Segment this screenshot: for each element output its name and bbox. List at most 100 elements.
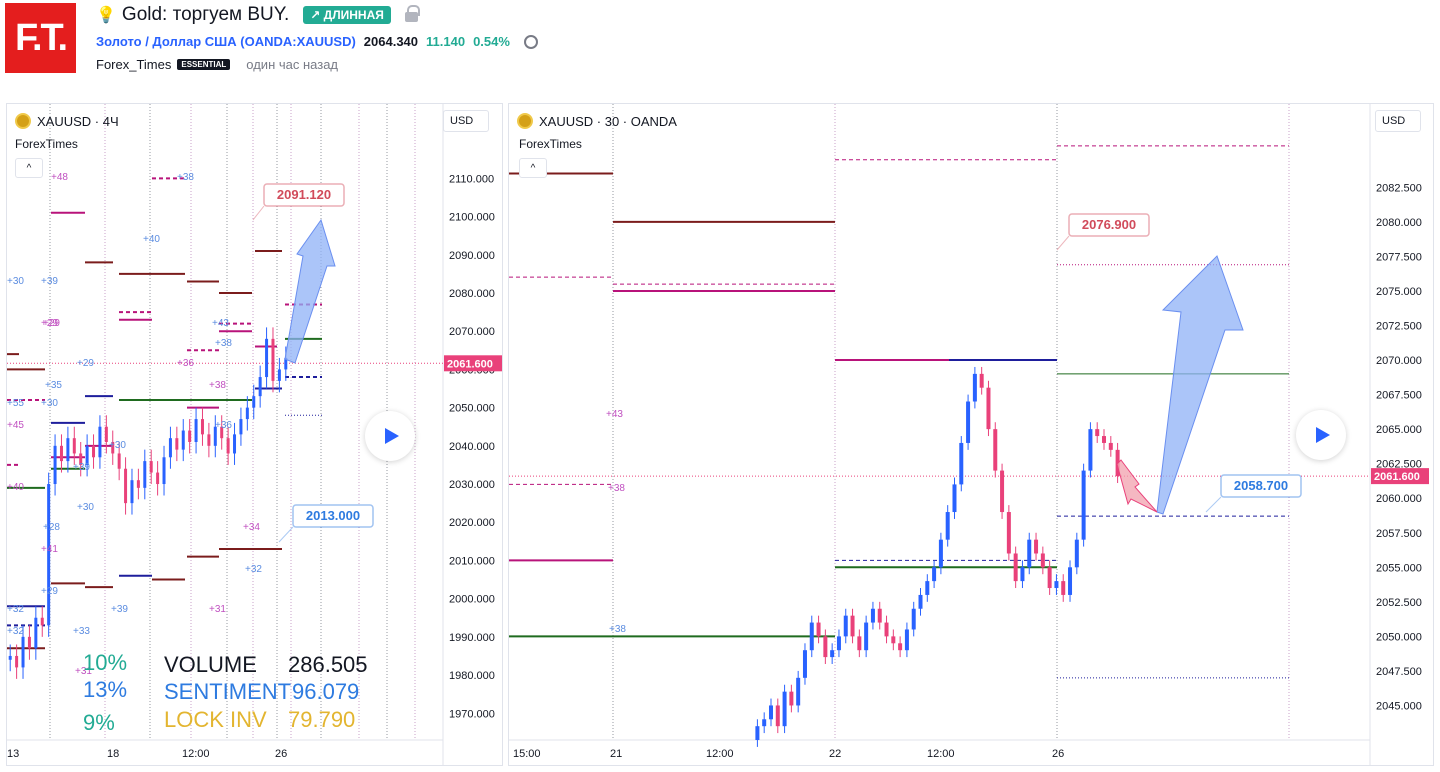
- callout-leader: [1205, 496, 1222, 513]
- collapse-button[interactable]: ^: [15, 158, 43, 178]
- gold-icon: [15, 113, 31, 129]
- level-label: +48: [51, 172, 68, 183]
- candle-body: [952, 484, 957, 513]
- candle-body: [271, 338, 275, 381]
- level-label: +29: [41, 586, 58, 597]
- level-label: +45: [7, 420, 24, 431]
- stat-pct-2: 13%: [83, 677, 128, 702]
- y-tick-label: 2050.000: [449, 403, 495, 415]
- candle-body: [79, 453, 83, 465]
- chart-svg-30m[interactable]: 2082.500 2080.000 2077.500 2075.000 2072.500…: [509, 104, 1434, 766]
- level-label: +40: [7, 482, 24, 493]
- author-logo[interactable]: F.T.: [5, 3, 76, 73]
- callout-box: [292, 504, 374, 528]
- level-label: +55: [7, 398, 24, 409]
- level-label: +38: [215, 338, 232, 349]
- idea-title: Gold: торгуем BUY.: [121, 4, 290, 25]
- candle-body: [59, 445, 63, 462]
- candle-body: [252, 396, 256, 408]
- symbol-price: 2064.340: [363, 34, 419, 49]
- chart-pane-30m[interactable]: 2082.500 2080.000 2077.500 2075.000 2072.500…: [508, 103, 1434, 766]
- candle-body: [1034, 539, 1039, 554]
- y-tick-label: 2077.500: [1376, 251, 1422, 263]
- currency-label[interactable]: USD: [443, 110, 489, 132]
- candle-body: [898, 643, 903, 651]
- pullback-arrow-down: [1116, 459, 1158, 513]
- callout-leader: [1056, 235, 1070, 251]
- candle-body: [884, 622, 889, 637]
- candle-body: [1006, 512, 1011, 554]
- level-label: +36: [215, 420, 232, 431]
- candle-body: [1020, 567, 1025, 582]
- collapse-button[interactable]: ^: [519, 158, 547, 178]
- callout-label: 2076.900: [1082, 217, 1136, 232]
- currency-label[interactable]: USD: [1375, 110, 1421, 132]
- indicator-name: ForexTimes: [519, 137, 582, 151]
- play-button[interactable]: [365, 411, 415, 461]
- candle-body: [34, 617, 38, 649]
- candle-body: [239, 419, 243, 435]
- candle-body: [816, 622, 821, 637]
- level-label: +39: [41, 276, 58, 287]
- candle-body: [1068, 567, 1073, 595]
- lockinv-value: 79.790: [288, 707, 356, 732]
- callout-label: 2013.000: [306, 508, 360, 523]
- candle-body: [15, 655, 19, 668]
- candle-body: [843, 615, 848, 637]
- level-label: +29: [41, 318, 58, 329]
- x-tick-label: 26: [1052, 748, 1064, 760]
- level-label: +32: [245, 564, 262, 575]
- alarm-clock-icon[interactable]: [523, 34, 538, 49]
- play-button[interactable]: [1296, 410, 1346, 460]
- y-tick-label: 2075.000: [1376, 286, 1422, 298]
- y-tick-label: 1980.000: [449, 670, 495, 682]
- callout-label: 2091.120: [277, 187, 331, 202]
- candle-body: [98, 426, 102, 458]
- level-label: +28: [43, 522, 60, 533]
- level-label: +43: [212, 318, 229, 329]
- x-tick-label: 18: [107, 748, 119, 760]
- price-tag-label: 2061.600: [447, 358, 493, 370]
- candle-body: [136, 480, 140, 488]
- y-tick-label: 2082.500: [1376, 182, 1422, 194]
- y-tick-label: 2010.000: [449, 555, 495, 567]
- candle-body: [47, 484, 51, 626]
- candle-body: [27, 636, 31, 649]
- candle-body: [979, 373, 984, 388]
- symbol-link[interactable]: Золото / Доллар США (OANDA:XAUUSD): [96, 34, 356, 49]
- candle-body: [130, 480, 134, 504]
- candle-body: [891, 636, 896, 644]
- candle-body: [111, 442, 115, 454]
- y-tick-label: 2030.000: [449, 479, 495, 491]
- symbol-row: Золото / Доллар США (OANDA:XAUUSD) 2064.…: [96, 34, 538, 49]
- candle-body: [1040, 553, 1045, 568]
- candle-body: [220, 426, 224, 439]
- gold-icon: [517, 113, 533, 129]
- author-name[interactable]: Forex_Times: [96, 57, 172, 72]
- candle-body: [755, 726, 760, 740]
- candle-body: [768, 705, 773, 720]
- level-label: +29: [77, 358, 94, 369]
- stat-pct-3: 9%: [83, 710, 115, 735]
- chart-svg-4h[interactable]: 2110.000 2100.000 2090.000 2080.000 2070.000…: [7, 104, 503, 766]
- level-label: +39: [111, 604, 128, 615]
- candle-body: [938, 539, 943, 568]
- x-tick-label: 12:00: [927, 748, 955, 760]
- level-label: +41: [41, 544, 58, 555]
- logo-text: F.T.: [14, 16, 68, 59]
- chart-pane-4h[interactable]: 2110.000 2100.000 2090.000 2080.000 2070.000…: [6, 103, 503, 766]
- y-tick-label: 1990.000: [449, 632, 495, 644]
- level-label: +33: [73, 626, 90, 637]
- candle-body: [836, 636, 841, 651]
- essential-badge: ESSENTIAL: [177, 59, 231, 70]
- volume-value: 286.505: [288, 652, 368, 677]
- candle-body: [181, 430, 185, 450]
- author-row: Forex_Times ESSENTIAL один час назад: [96, 57, 338, 72]
- x-tick-label: 21: [610, 748, 622, 760]
- lockinv-label: LOCK INV: [164, 707, 267, 732]
- idea-header: F.T. 💡 Gold: торгуем BUY. ↗ ДЛИННАЯ Золо…: [0, 0, 1440, 100]
- candle-body: [1054, 581, 1059, 589]
- idea-title-row: 💡 Gold: торгуем BUY. ↗ ДЛИННАЯ: [96, 4, 420, 26]
- candle-body: [213, 426, 217, 446]
- y-tick-label: 2057.500: [1376, 528, 1422, 540]
